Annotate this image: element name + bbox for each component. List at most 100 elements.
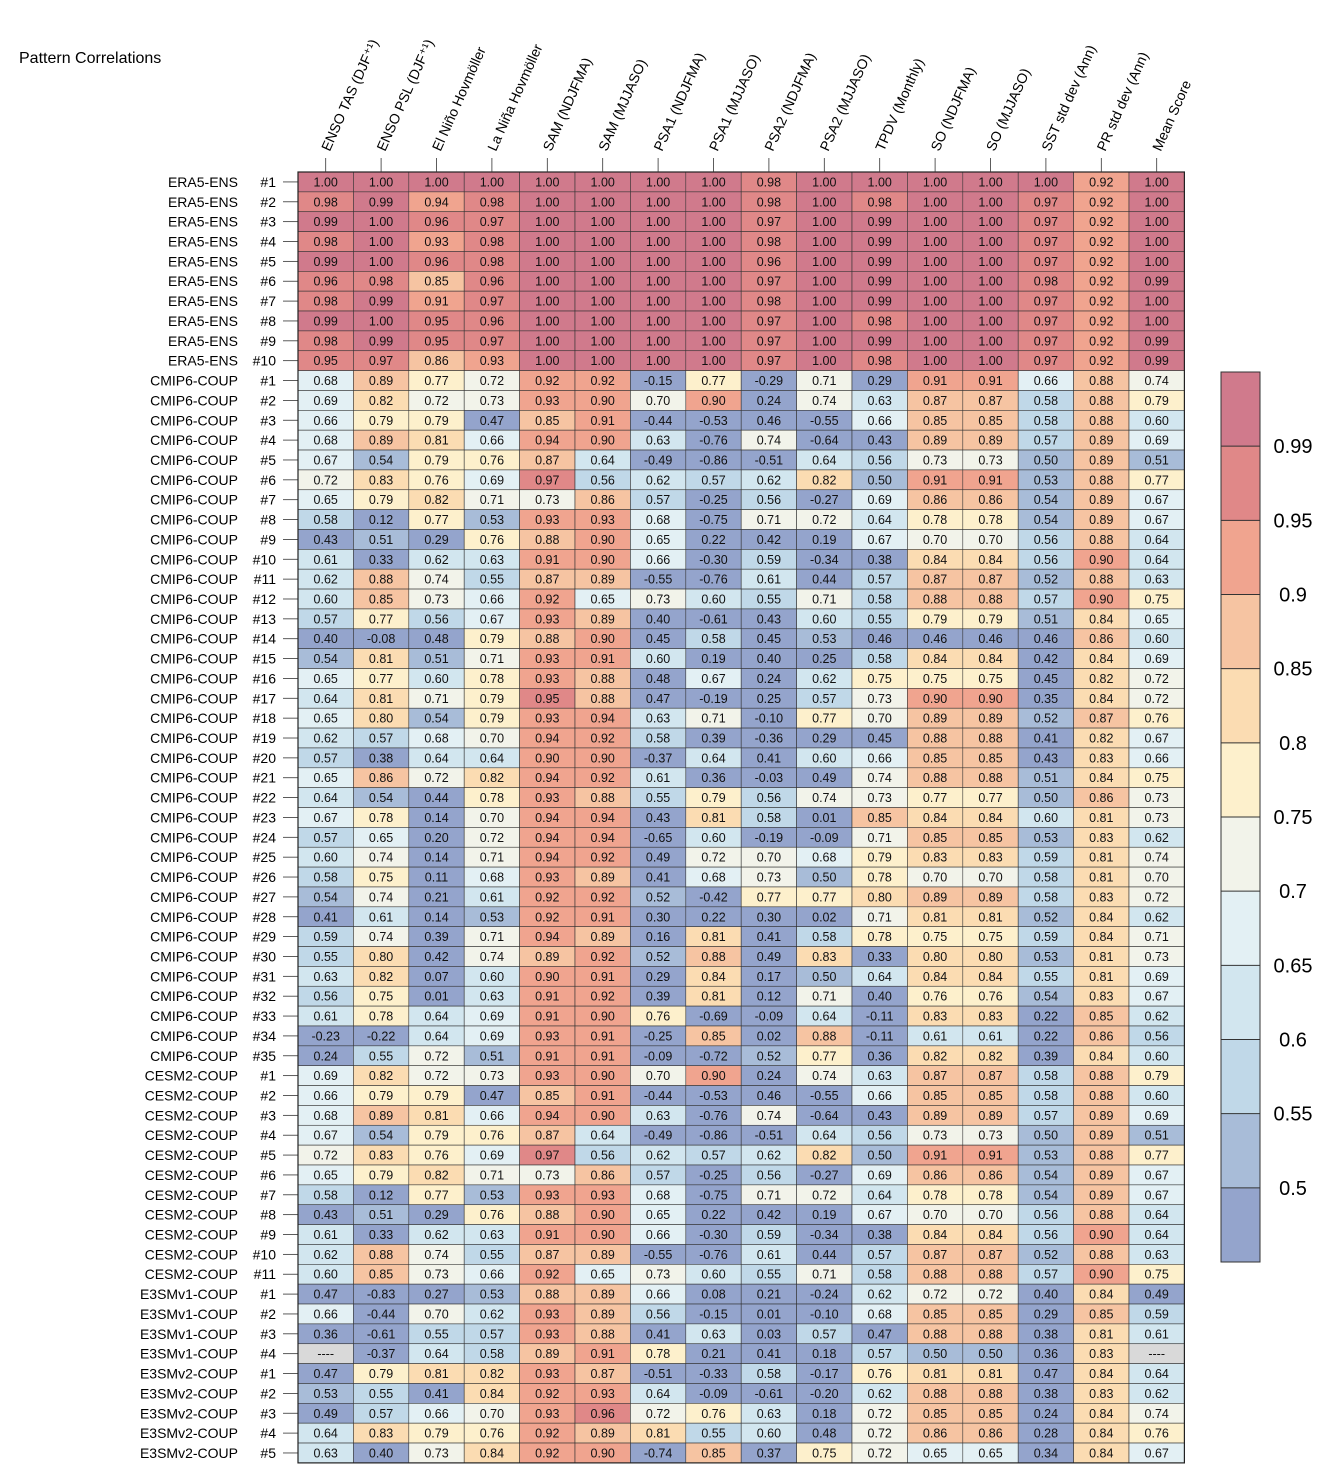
cell-value-label: 0.71 [1145, 930, 1169, 944]
column-label: SST std dev (Ann) [1038, 42, 1099, 153]
cell-value-label: 0.84 [923, 553, 947, 567]
cell-value-label: 0.89 [591, 612, 615, 626]
cell-value-label: 1.00 [812, 334, 836, 348]
cell-value-label: 0.92 [1089, 295, 1113, 309]
cell-value-label: 1.00 [646, 295, 670, 309]
cell-value-label: 0.46 [923, 632, 947, 646]
cell-value-label: -0.25 [644, 1029, 673, 1043]
cell-value-label: 0.88 [535, 632, 559, 646]
cell-value-label: 0.97 [1034, 354, 1058, 368]
cell-value-label: 0.73 [424, 1446, 448, 1460]
cell-value-label: 0.21 [424, 890, 448, 904]
cell-value-label: 0.60 [701, 831, 725, 845]
cell-value-label: 0.55 [868, 612, 892, 626]
cell-value-label: 0.93 [591, 513, 615, 527]
cell-value-label: 0.36 [1034, 1347, 1058, 1361]
cell-value-label: 1.00 [646, 255, 670, 269]
cell-value-label: 0.86 [1089, 632, 1113, 646]
cell-value-label: 0.99 [868, 255, 892, 269]
row-label-name: CESM2-COUP [145, 1246, 238, 1262]
cell-value-label: 0.40 [646, 612, 670, 626]
cell-value-label: 0.98 [480, 195, 504, 209]
cell-value-label: 0.98 [868, 314, 892, 328]
cell-value-label: 0.88 [923, 1387, 947, 1401]
cell-value-label: 0.54 [1034, 990, 1058, 1004]
cell-value-label: 0.92 [535, 592, 559, 606]
cell-value-label: 0.84 [1089, 910, 1113, 924]
cell-value-label: 0.65 [314, 493, 338, 507]
cell-value-label: 0.62 [424, 1228, 448, 1242]
cell-value-label: 0.84 [1089, 1049, 1113, 1063]
cell-value-label: 0.74 [757, 1109, 781, 1123]
cell-value-label: 0.74 [369, 851, 393, 865]
cell-value-label: 0.73 [1145, 791, 1169, 805]
cell-value-label: 0.71 [480, 930, 504, 944]
cell-value-label: 0.72 [424, 1069, 448, 1083]
cell-value-label: 0.55 [314, 950, 338, 964]
cell-value-label: 0.83 [978, 1010, 1002, 1024]
row-label-name: CMIP6-COUP [150, 1008, 238, 1024]
cell-value-label: 1.00 [591, 354, 615, 368]
cell-value-label: 0.83 [1089, 751, 1113, 765]
cell-value-label: 0.91 [424, 295, 448, 309]
cell-value-label: 0.88 [978, 732, 1002, 746]
cell-value-label: 0.96 [314, 275, 338, 289]
cell-value-label: 1.00 [978, 314, 1002, 328]
cell-value-label: 0.57 [868, 573, 892, 587]
cell-value-label: -0.17 [810, 1367, 839, 1381]
cell-value-label: 0.78 [923, 1188, 947, 1202]
row-label-number: #1 [260, 1286, 276, 1302]
cell-value-label: 0.50 [1034, 1129, 1058, 1143]
cell-value-label: 0.91 [978, 1149, 1002, 1163]
cell-value-label: 0.93 [424, 235, 448, 249]
cell-value-label: 0.90 [591, 553, 615, 567]
row-label-name: CESM2-COUP [145, 1227, 238, 1243]
cell-value-label: 0.25 [812, 652, 836, 666]
cell-value-label: 0.80 [369, 712, 393, 726]
cell-value-label: 0.81 [369, 652, 393, 666]
cell-value-label: 0.65 [978, 1446, 1002, 1460]
cell-value-label: 1.00 [923, 295, 947, 309]
cell-value-label: 0.94 [591, 831, 615, 845]
row-label-number: #4 [260, 1346, 276, 1362]
cell-value-label: 0.72 [812, 513, 836, 527]
cell-value-label: 1.00 [424, 175, 448, 189]
row-label-name: CMIP6-COUP [150, 571, 238, 587]
cell-value-label: 0.45 [868, 732, 892, 746]
cell-value-label: 0.70 [480, 1407, 504, 1421]
row-label-name: ERA5-ENS [168, 273, 238, 289]
cell-value-label: 0.43 [646, 811, 670, 825]
cell-value-label: 0.69 [868, 493, 892, 507]
cell-value-label: 0.83 [369, 1427, 393, 1441]
cell-value-label: 0.51 [369, 1208, 393, 1222]
cell-value-label: 0.62 [314, 732, 338, 746]
cell-value-label: 0.77 [424, 513, 448, 527]
cell-value-label: 0.88 [1089, 573, 1113, 587]
cell-value-label: 0.70 [757, 851, 781, 865]
row-label-number: #6 [260, 472, 276, 488]
cell-value-label: 0.75 [369, 871, 393, 885]
cell-value-label: 0.71 [757, 1188, 781, 1202]
row-label-name: CMIP6-COUP [150, 373, 238, 389]
cell-value-label: 1.00 [1145, 295, 1169, 309]
cell-value-label: 0.72 [424, 394, 448, 408]
cell-value-label: 0.90 [1089, 592, 1113, 606]
cell-value-label: 0.94 [535, 1109, 559, 1123]
cell-value-label: -0.42 [699, 890, 728, 904]
cell-value-label: -0.76 [699, 1248, 728, 1262]
cell-value-label: 0.47 [314, 1288, 338, 1302]
cell-value-label: 0.75 [978, 672, 1002, 686]
cell-value-label: 0.99 [1145, 334, 1169, 348]
cell-value-label: 0.86 [923, 1168, 947, 1182]
cell-value-label: -0.76 [699, 573, 728, 587]
row-label-number: #11 [254, 571, 277, 587]
cell-value-label: 0.82 [369, 1069, 393, 1083]
cell-value-label: 1.00 [978, 195, 1002, 209]
cell-value-label: 1.00 [1145, 215, 1169, 229]
cell-value-label: 0.82 [1089, 672, 1113, 686]
cell-value-label: 0.85 [978, 1307, 1002, 1321]
cell-value-label: 0.68 [314, 374, 338, 388]
cell-value-label: 0.76 [480, 453, 504, 467]
cell-value-label: 0.63 [1145, 573, 1169, 587]
cell-value-label: 0.18 [812, 1407, 836, 1421]
